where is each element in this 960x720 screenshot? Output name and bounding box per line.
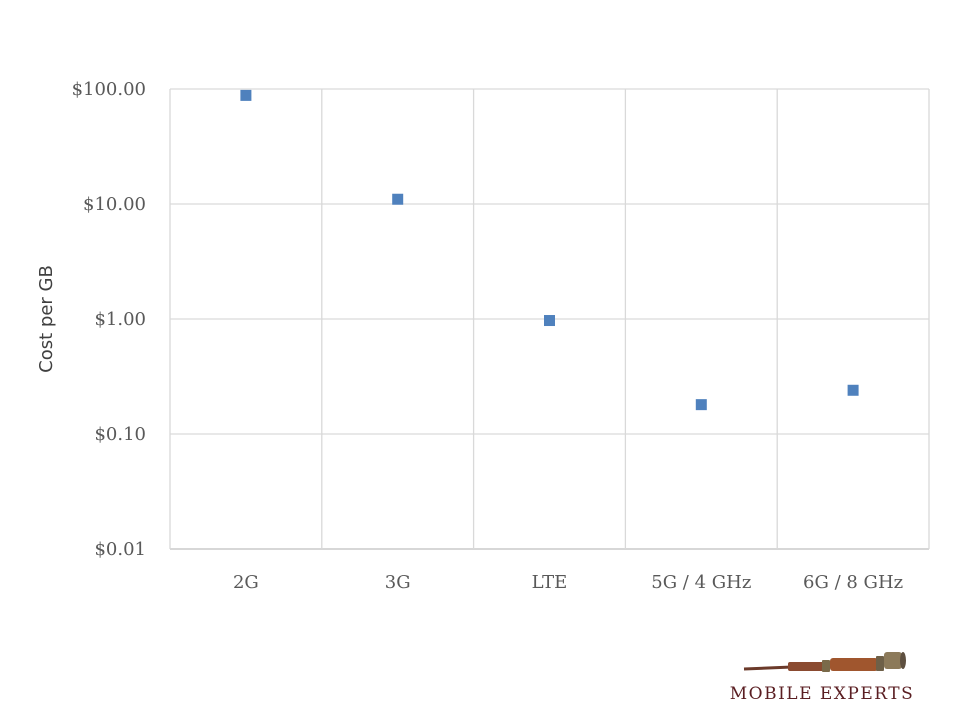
data-point xyxy=(392,193,404,205)
y-tick-label: $0.10 xyxy=(94,424,146,445)
y-axis-title: Cost per GB xyxy=(36,265,57,373)
y-tick-label: $1.00 xyxy=(94,309,146,330)
spyglass-icon xyxy=(743,652,906,672)
x-tick-label: 3G xyxy=(385,572,411,593)
y-tick-label: $10.00 xyxy=(83,194,146,215)
y-tick-label: $100.00 xyxy=(72,79,146,100)
x-tick-labels: 2G 3G LTE 5G / 4 GHz 6G / 8 GHz xyxy=(233,572,903,593)
x-tick-label: 2G xyxy=(233,572,259,593)
y-tick-labels: $100.00 $10.00 $1.00 $0.10 $0.01 xyxy=(72,79,146,560)
mobile-experts-logo: MOBILE EXPERTS xyxy=(722,648,932,708)
data-points xyxy=(240,89,859,411)
grid-layer xyxy=(169,88,930,550)
data-point xyxy=(695,399,707,411)
y-tick-label: $0.01 xyxy=(94,539,146,560)
x-tick-label: 6G / 8 GHz xyxy=(803,572,903,593)
data-point xyxy=(240,89,252,101)
logo-text: MOBILE EXPERTS xyxy=(729,684,915,704)
x-tick-label: LTE xyxy=(532,572,568,593)
data-point xyxy=(847,384,859,396)
x-tick-label: 5G / 4 GHz xyxy=(651,572,751,593)
data-point xyxy=(544,315,555,327)
